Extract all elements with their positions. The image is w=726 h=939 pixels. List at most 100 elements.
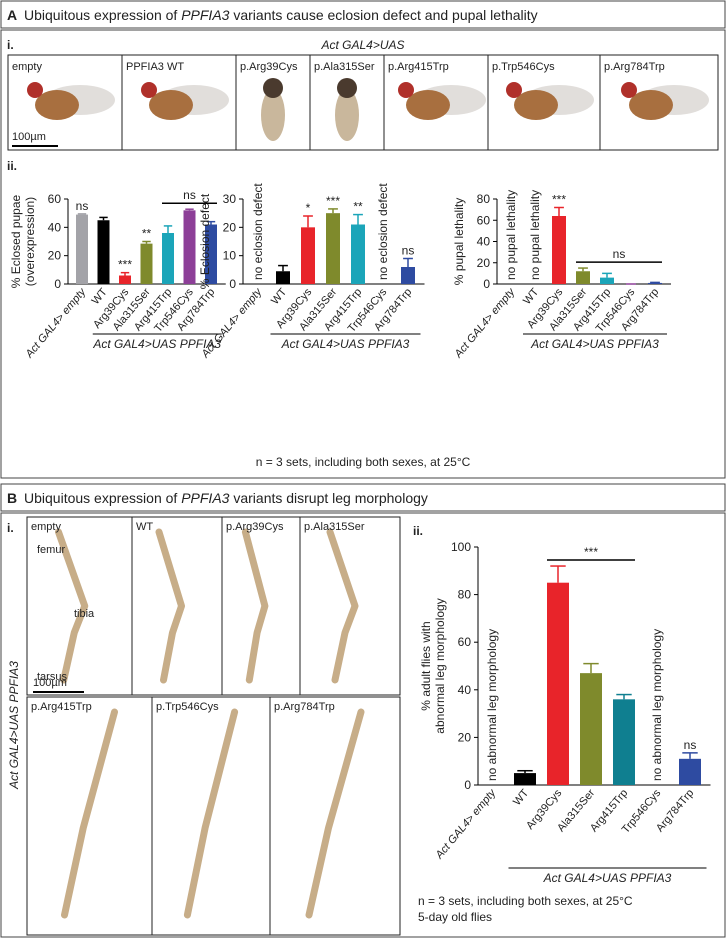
bar: [301, 227, 315, 284]
y-tick-label: 100: [451, 540, 471, 554]
fly-body: [149, 90, 193, 120]
y-tick-label: 0: [483, 277, 490, 291]
bar: [547, 582, 569, 785]
significance: ns: [402, 244, 415, 258]
error-bar: [142, 240, 151, 244]
y-tick-label: 40: [477, 235, 491, 249]
fly-thorax: [337, 78, 357, 98]
significance: **: [353, 200, 363, 214]
group-label: Act GAL4>UAS PPFIA3: [92, 337, 221, 351]
title-part: PPFIA3: [181, 490, 229, 506]
bar: [514, 773, 536, 785]
y-tick-label: 0: [464, 778, 471, 792]
photo: [299, 516, 401, 696]
group-label: Act GAL4>UAS PPFIA3: [543, 871, 672, 885]
y-tick-label: 20: [223, 220, 237, 234]
bracket-label: ns: [183, 188, 196, 202]
leg: [61, 708, 118, 919]
bar: [401, 267, 415, 284]
anatomy-label: tibia: [74, 608, 95, 620]
no-data-label: no abnormal leg morphology: [650, 629, 664, 781]
bar: [600, 277, 614, 284]
no-data-label: no eclosion defect: [251, 183, 265, 280]
bar: [552, 216, 566, 284]
panel-b-header: [0, 483, 726, 512]
photo-label: p.Ala315Ser: [304, 521, 365, 533]
photo-row: empty PPFIA3 WT p.Arg39Cys p.Ala315Ser p.Arg…: [7, 54, 719, 151]
anatomy-label: tarsus: [37, 671, 67, 683]
y-tick-label: 40: [48, 220, 62, 234]
bar: [97, 220, 110, 284]
photo: [221, 516, 301, 696]
photo: [131, 516, 223, 696]
error-bar: [650, 281, 660, 284]
panel-b-box: [0, 512, 726, 938]
y-tick-label: 10: [223, 249, 237, 263]
photo-label: WT: [136, 521, 153, 533]
photo-label: empty: [31, 521, 61, 533]
bar: [351, 224, 365, 284]
bar: [613, 699, 635, 785]
y-tick-label: 80: [458, 588, 472, 602]
scale-label: 100µm: [12, 131, 46, 143]
error-bar: [403, 257, 413, 267]
photo-label: p.Arg39Cys: [226, 521, 284, 533]
fly-eye: [506, 82, 522, 98]
bar: [76, 214, 88, 284]
error-bar: [353, 213, 363, 225]
title-part: PPFIA3: [181, 7, 229, 23]
error-bar: [303, 215, 313, 228]
sublabel: ii.: [7, 159, 17, 173]
photo-label: p.Arg415Trp: [31, 701, 92, 713]
bar: [205, 224, 217, 284]
bar: [576, 271, 590, 284]
bar: [183, 210, 196, 284]
bracket-label: ***: [584, 545, 598, 559]
significance: ***: [118, 258, 132, 272]
y-tick-label: 60: [458, 635, 472, 649]
error-bar: [682, 752, 698, 759]
bar: [580, 673, 602, 785]
leg: [326, 528, 359, 684]
scale-label: 100µm: [33, 677, 67, 689]
leg: [55, 528, 89, 684]
title-part: Ubiquitous expression of: [24, 7, 181, 23]
error-bar: [602, 272, 612, 278]
fly-eye: [27, 82, 43, 98]
error-bar: [554, 206, 564, 216]
bar: [276, 271, 290, 284]
bar: [140, 243, 153, 284]
error-bar: [163, 225, 173, 233]
fly-thorax: [263, 78, 283, 98]
y-axis-label: % Eclosed pupae: [9, 194, 23, 288]
y-tick-label: 60: [477, 213, 491, 227]
fly-eye: [621, 82, 637, 98]
fly-eye: [398, 82, 414, 98]
y-tick-label: 0: [229, 277, 236, 291]
error-bar: [206, 220, 216, 225]
footnote: n = 3 sets, including both sexes, at 25°…: [418, 894, 633, 908]
significance: **: [142, 227, 152, 241]
x-tick-label: Act GAL4> empty: [433, 786, 499, 862]
significance: ***: [552, 193, 566, 207]
title-part: variants disrupt leg morphology: [229, 490, 427, 506]
bar: [648, 282, 662, 284]
genotype: Act GAL4>UAS PPFIA3: [7, 661, 21, 790]
y-tick-label: 0: [54, 277, 61, 291]
significance: ns: [76, 199, 89, 213]
panel-title: Ubiquitous expression of PPFIA3 variants…: [24, 490, 428, 506]
panel-letter: B: [7, 490, 17, 506]
title-part: Ubiquitous expression of: [24, 490, 181, 506]
error-bar: [583, 662, 599, 674]
leg: [241, 528, 269, 684]
bar-chart: 0 20 40 60 80 100 % adult flies with abnormal l…: [419, 540, 711, 885]
photo-label: p.Trp546Cys: [156, 701, 219, 713]
bar: [679, 758, 701, 785]
y-axis-label: % adult flies with: [419, 621, 433, 710]
sublabel: i.: [7, 521, 14, 535]
bar: [326, 213, 340, 284]
bar: [162, 233, 174, 284]
